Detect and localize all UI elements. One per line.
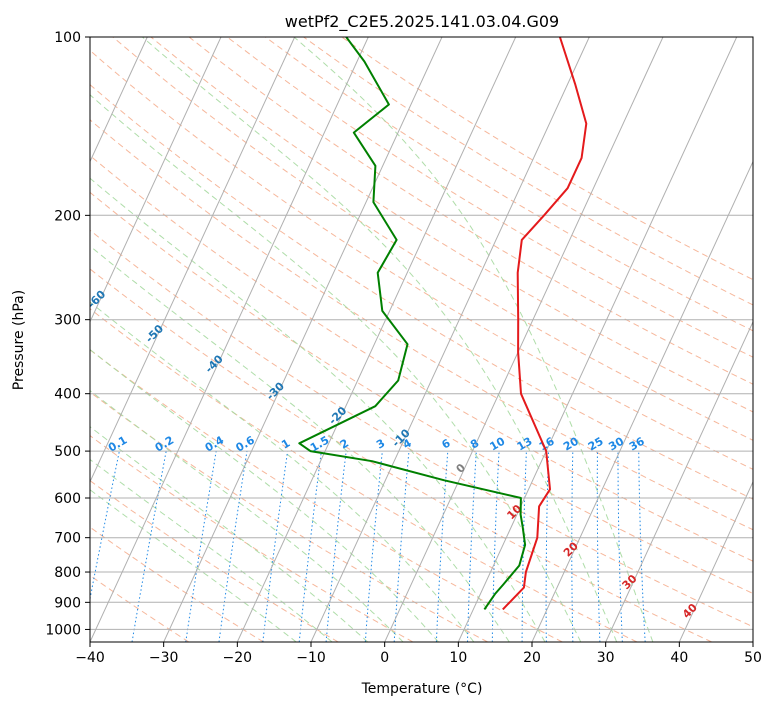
isotherm-line xyxy=(384,37,664,642)
isotherm-line xyxy=(90,37,369,642)
grid-lines xyxy=(90,37,753,642)
plot-background xyxy=(90,37,753,642)
mixing-ratio-line xyxy=(262,451,289,642)
x-tick-label: −30 xyxy=(149,650,179,666)
mixing-ratio-lines xyxy=(90,450,646,642)
isotherm-line xyxy=(605,320,753,642)
x-tick-label: 40 xyxy=(670,650,688,666)
isotherm-line xyxy=(163,37,443,642)
chart-title: wetPf2_C2E5.2025.141.03.04.G09 xyxy=(285,12,559,32)
moist-adiabat xyxy=(90,426,369,642)
y-tick-label: 200 xyxy=(54,208,81,224)
x-tick-label: 10 xyxy=(449,650,467,666)
y-tick-label: 1000 xyxy=(45,622,81,638)
x-tick-label: 20 xyxy=(523,650,541,666)
mixing-ratio-line xyxy=(218,451,248,642)
dry-adiabat xyxy=(90,480,339,642)
dry-adiabat xyxy=(303,37,753,306)
profile-line-1 xyxy=(298,37,527,610)
moist-adiabat xyxy=(90,301,475,642)
x-axis-ticks: −40 −30 −20 −10 0 10 20 30 40 50 xyxy=(75,642,762,666)
x-tick-label: −20 xyxy=(223,650,253,666)
dry-adiabat xyxy=(90,349,563,642)
profile-line-0 xyxy=(502,37,588,611)
isotherm-line xyxy=(752,640,753,642)
y-tick-label: 500 xyxy=(54,444,81,460)
moist-adiabats xyxy=(90,37,654,642)
moist-adiabat xyxy=(90,390,404,642)
moist-adiabat xyxy=(90,245,510,642)
mixing-ratio-line xyxy=(185,451,217,642)
moist-adiabat xyxy=(90,94,582,642)
dry-adiabat xyxy=(150,37,753,413)
x-axis-label: Temperature (°C) xyxy=(361,681,483,697)
x-tick-label: 50 xyxy=(744,650,762,666)
isotherm-line xyxy=(457,37,738,642)
y-tick-label: 600 xyxy=(54,491,81,507)
x-tick-label: −10 xyxy=(296,650,326,666)
moist-adiabat xyxy=(142,37,618,642)
dry-adiabat xyxy=(90,84,753,500)
y-tick-label: 700 xyxy=(54,531,81,547)
y-tick-label: 900 xyxy=(54,595,81,611)
moist-adiabat xyxy=(293,37,654,642)
plot-frame xyxy=(89,36,754,643)
dry-adiabat xyxy=(90,119,753,531)
isotherm-line xyxy=(236,37,517,642)
y-axis-ticks: 100 200 300 400 500 600 700 800 900 1000 xyxy=(45,30,90,638)
isotherm-line xyxy=(678,480,753,642)
x-tick-label: 30 xyxy=(597,650,615,666)
dry-adiabat xyxy=(90,308,638,642)
isotherm-line xyxy=(531,160,753,642)
y-tick-label: 400 xyxy=(54,387,81,403)
dry-adiabat xyxy=(188,37,753,385)
x-tick-label: −40 xyxy=(75,650,105,666)
isotherm-line xyxy=(90,37,296,484)
dry-adiabat xyxy=(90,229,753,628)
y-tick-label: 800 xyxy=(54,565,81,581)
mixing-ratio-line xyxy=(364,451,383,642)
mixing-ratio-line xyxy=(393,451,410,642)
isotherm-label: -70 xyxy=(30,248,53,271)
dry-adiabat xyxy=(90,391,488,642)
profile-series xyxy=(298,37,588,611)
y-tick-label: 300 xyxy=(54,313,81,329)
isotherm-label: -80 xyxy=(0,201,1,224)
x-tick-label: 0 xyxy=(380,650,389,666)
isotherm-line xyxy=(310,37,590,642)
y-tick-label: 100 xyxy=(54,30,81,46)
y-axis-label: Pressure (hPa) xyxy=(11,290,27,390)
mixing-ratio-line xyxy=(325,451,347,642)
mixing-ratio-line xyxy=(298,451,322,642)
isotherm-line xyxy=(90,37,148,163)
isotherm-line xyxy=(90,37,222,323)
moist-adiabat xyxy=(90,177,546,642)
